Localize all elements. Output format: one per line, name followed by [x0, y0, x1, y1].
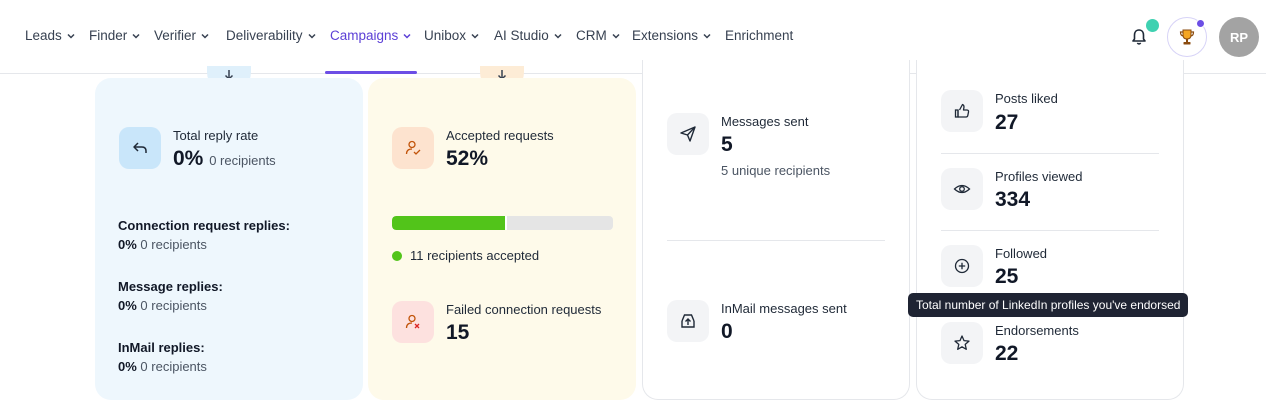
trophy-badge — [1196, 19, 1205, 28]
chevron-down-icon — [471, 33, 479, 39]
nav-leads[interactable]: Leads — [25, 28, 76, 43]
inmail-icon-box — [667, 300, 709, 342]
accepted-requests-label: Accepted requests — [446, 128, 554, 143]
nav-label: AI Studio — [494, 28, 549, 43]
followed-icon-box — [941, 245, 983, 287]
active-tab-indicator — [325, 71, 417, 74]
accepted-note: 11 recipients accepted — [410, 248, 540, 263]
notification-badge — [1146, 19, 1159, 32]
divider — [941, 153, 1159, 154]
nav-label: Extensions — [632, 28, 699, 43]
failed-requests-label: Failed connection requests — [446, 302, 602, 317]
connection-replies-value: 0% 0 recipients — [118, 237, 207, 252]
chevron-down-icon — [67, 33, 75, 39]
bell-icon[interactable] — [1130, 28, 1148, 46]
profiles-viewed-label: Profiles viewed — [995, 169, 1083, 184]
reply-rate-percent: 0% — [173, 147, 204, 170]
nav-label: Leads — [25, 28, 62, 43]
user-x-icon — [405, 314, 420, 329]
nav-verifier[interactable]: Verifier — [154, 28, 210, 43]
chevron-down-icon — [132, 33, 140, 39]
nav-ai-studio[interactable]: AI Studio — [494, 28, 563, 43]
total-reply-rate-label: Total reply rate — [173, 128, 259, 143]
recipients: 0 recipients — [140, 359, 207, 374]
endorsements-tooltip: Total number of LinkedIn profiles you've… — [908, 293, 1189, 317]
nav-label: Finder — [89, 28, 128, 43]
nav-label: Campaigns — [330, 28, 399, 43]
endorsements-icon-box[interactable] — [941, 322, 983, 364]
profiles-viewed-icon-box — [941, 168, 983, 210]
followed-label: Followed — [995, 246, 1048, 261]
profiles-viewed-value: 334 — [995, 188, 1031, 211]
inmail-sent-value: 0 — [721, 320, 733, 343]
chevron-down-icon — [703, 33, 711, 39]
nav-label: CRM — [576, 28, 607, 43]
nav-extensions[interactable]: Extensions — [632, 28, 712, 43]
send-icon — [680, 126, 696, 142]
endorsements-value: 22 — [995, 342, 1019, 365]
nav-finder[interactable]: Finder — [89, 28, 141, 43]
divider — [667, 240, 885, 241]
inmail-sent-label: InMail messages sent — [721, 301, 847, 316]
send-icon-box — [667, 113, 709, 155]
followed-value: 25 — [995, 265, 1019, 288]
acceptance-progress-bar — [392, 216, 613, 230]
messages-sent-sub: 5 unique recipients — [721, 163, 831, 178]
message-replies-value: 0% 0 recipients — [118, 298, 207, 313]
posts-liked-value: 27 — [995, 111, 1019, 134]
accepted-requests-value: 52% — [446, 147, 489, 170]
recipients: 0 recipients — [140, 237, 207, 252]
chevron-down-icon — [201, 33, 209, 39]
nav-label: Deliverability — [226, 28, 303, 43]
reply-icon — [133, 142, 147, 153]
chevron-down-icon — [612, 33, 620, 39]
messages-sent-value: 5 — [721, 133, 733, 156]
chevron-down-icon — [403, 33, 411, 39]
user-x-icon-box — [392, 301, 434, 343]
percent: 0% — [118, 237, 137, 252]
failed-requests-value: 15 — [446, 321, 470, 344]
user-check-icon-box — [392, 127, 434, 169]
star-icon — [954, 335, 970, 350]
chevron-down-icon — [308, 33, 316, 39]
reply-rate-recipients: 0 recipients — [209, 153, 276, 168]
status-dot — [392, 251, 402, 261]
inmail-replies-value: 0% 0 recipients — [118, 359, 207, 374]
avatar[interactable]: RP — [1219, 17, 1259, 57]
user-check-icon — [405, 140, 421, 155]
messages-sent-label: Messages sent — [721, 114, 809, 129]
nav-label: Verifier — [154, 28, 197, 43]
percent: 0% — [118, 359, 137, 374]
nav-campaigns[interactable]: Campaigns — [330, 28, 412, 43]
trophy-button[interactable] — [1167, 17, 1207, 57]
endorsements-label: Endorsements — [995, 323, 1079, 338]
nav-enrichment[interactable]: Enrichment — [725, 28, 793, 43]
eye-icon — [953, 184, 971, 194]
total-reply-rate-value: 0% 0 recipients — [173, 147, 276, 171]
divider — [941, 230, 1159, 231]
percent: 0% — [118, 298, 137, 313]
trophy-icon — [1179, 29, 1195, 45]
inmail-replies-label: InMail replies: — [118, 340, 205, 355]
recipients: 0 recipients — [140, 298, 207, 313]
thumbs-up-icon — [954, 103, 970, 118]
progress-fill — [392, 216, 507, 230]
nav-label: Enrichment — [725, 28, 794, 43]
connection-replies-label: Connection request replies: — [118, 218, 290, 233]
message-replies-label: Message replies: — [118, 279, 223, 294]
top-navigation: Leads Finder Verifier Deliverability Cam… — [0, 0, 1266, 74]
nav-label: Unibox — [424, 28, 467, 43]
plus-circle-icon — [954, 258, 970, 274]
nav-crm[interactable]: CRM — [576, 28, 621, 43]
inbox-upload-icon — [681, 314, 695, 328]
posts-liked-icon-box — [941, 90, 983, 132]
nav-deliverability[interactable]: Deliverability — [226, 28, 317, 43]
chevron-down-icon — [554, 33, 562, 39]
posts-liked-label: Posts liked — [995, 91, 1058, 106]
messages-card — [642, 60, 910, 400]
reply-icon-box — [119, 127, 161, 169]
nav-unibox[interactable]: Unibox — [424, 28, 480, 43]
